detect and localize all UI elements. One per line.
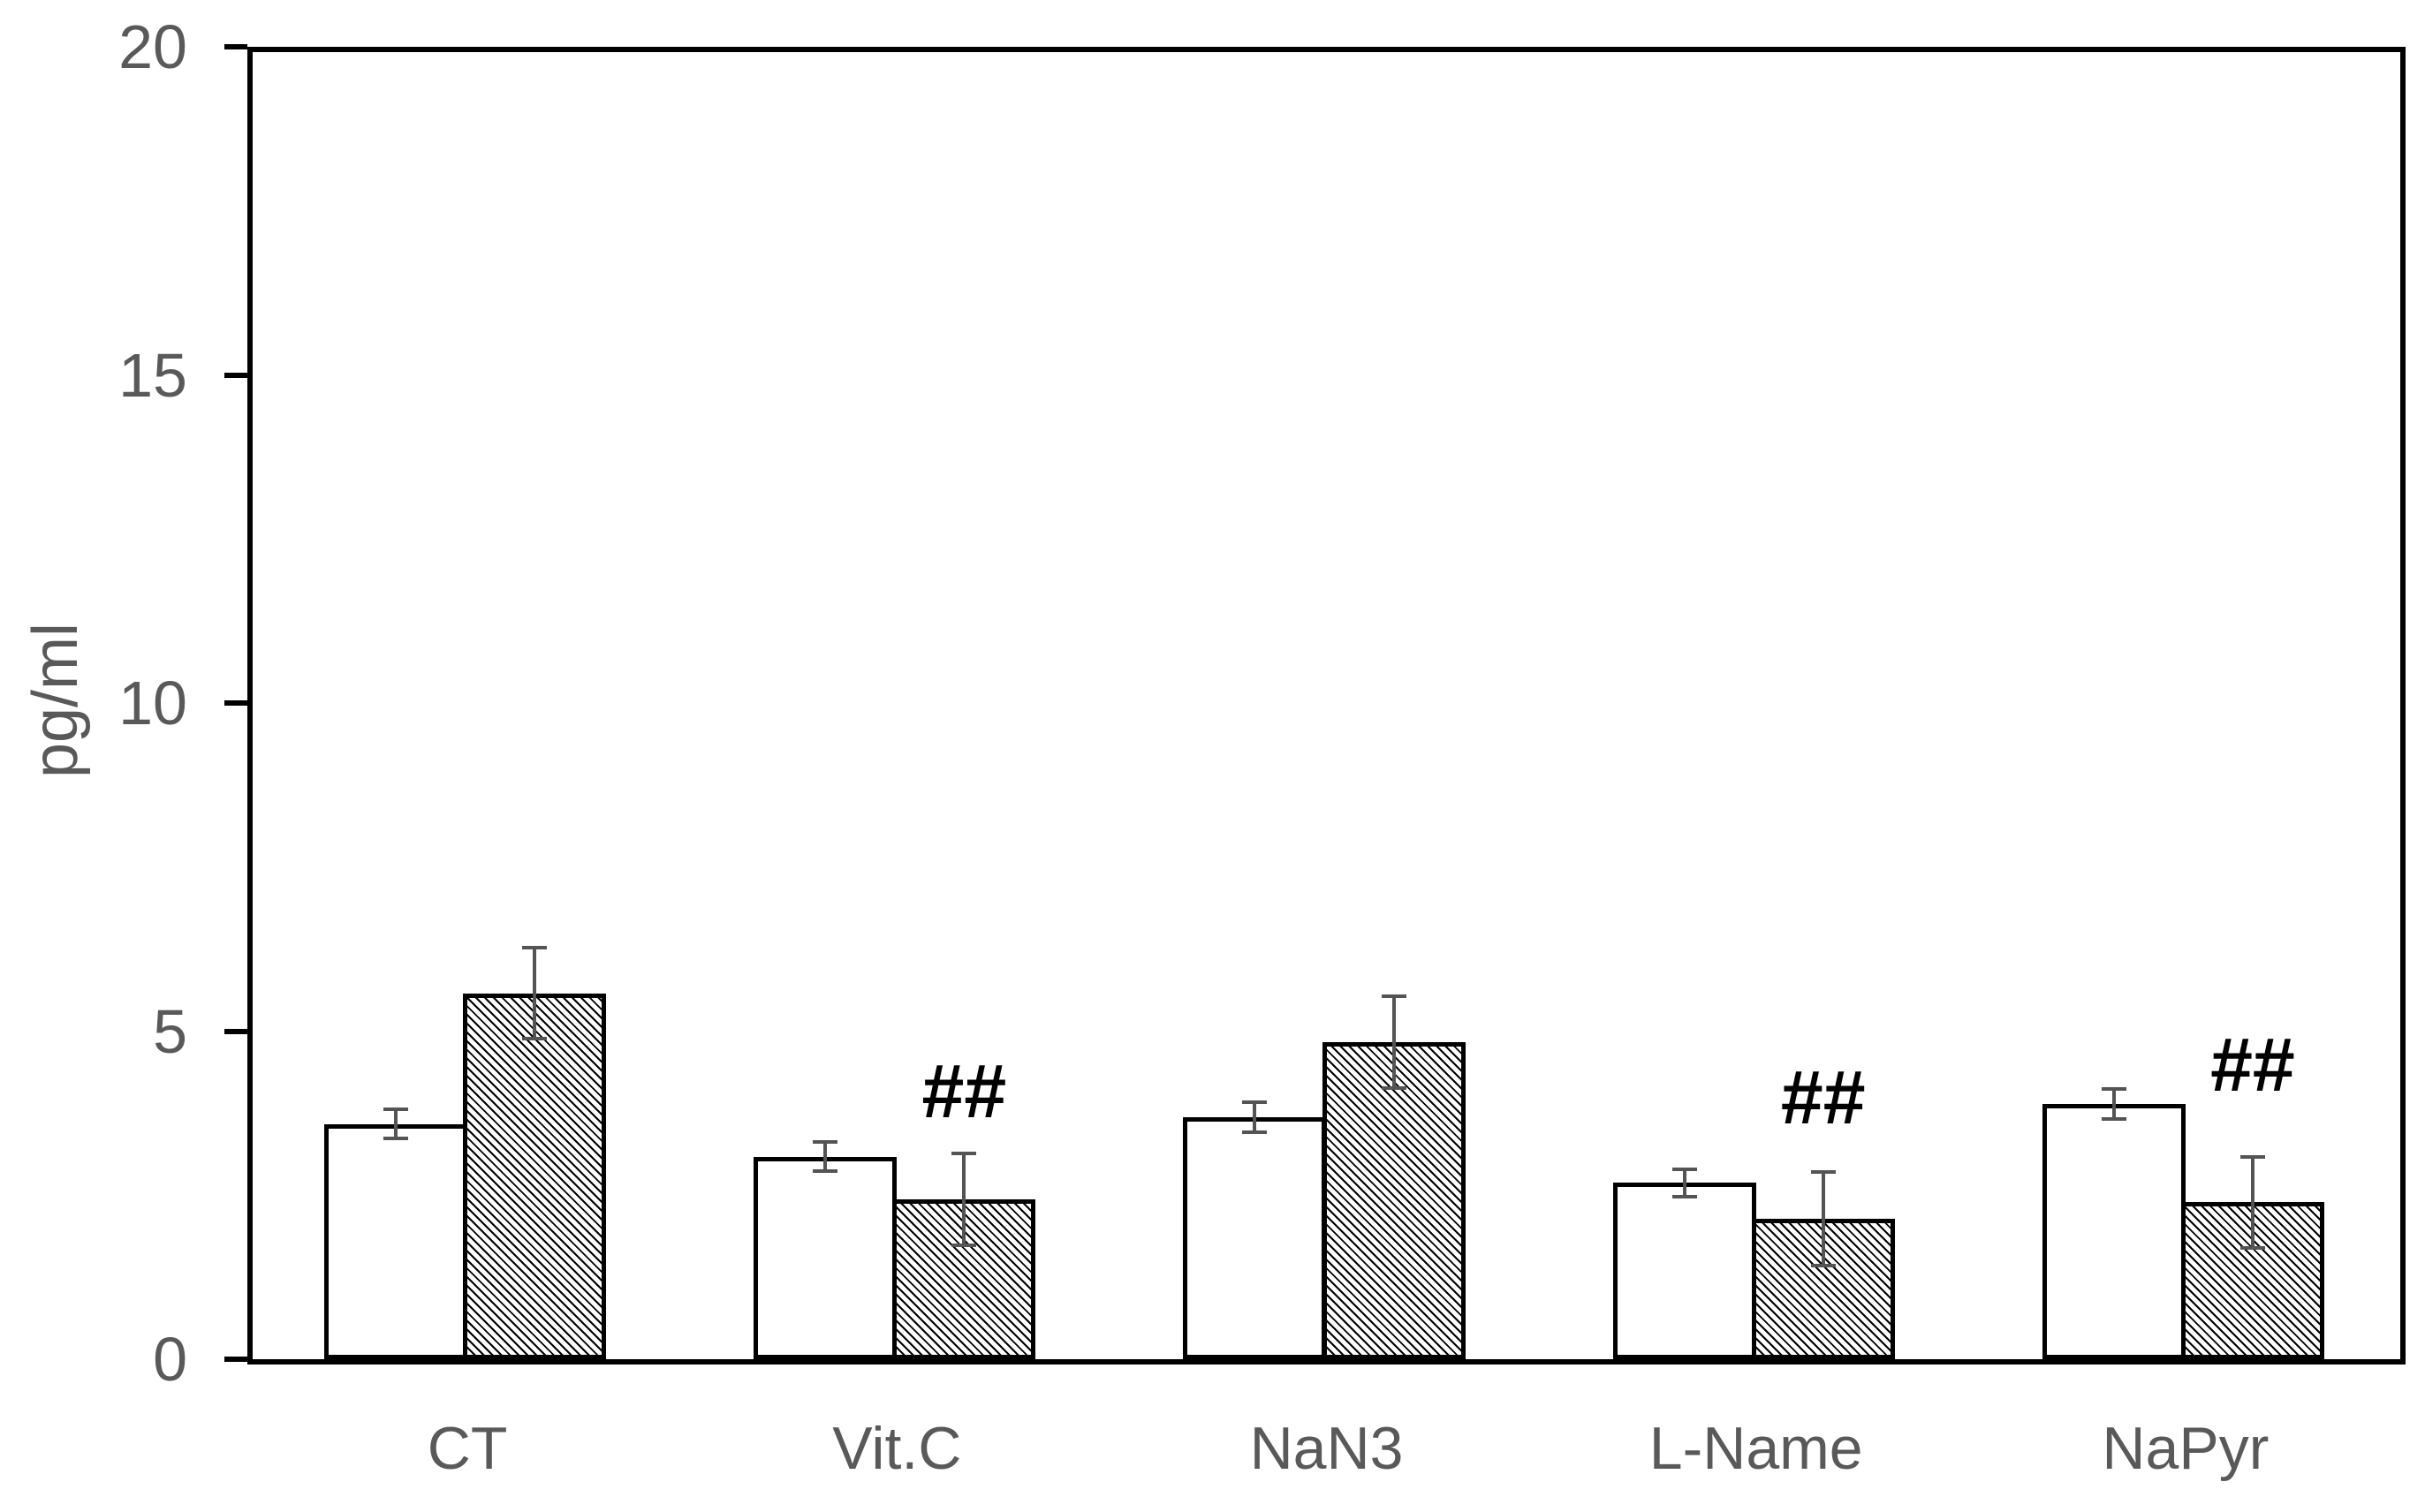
- error-bar-stem: [2250, 1156, 2254, 1249]
- error-bar-cap-bottom: [1242, 1130, 1268, 1135]
- error-bar-stem: [394, 1109, 398, 1138]
- bar-white-NaN3: [1183, 1117, 1327, 1359]
- y-tick-mark: [224, 44, 247, 49]
- significance-annotation-Vit.C: ##: [921, 1048, 1007, 1134]
- error-bar-stem: [2111, 1089, 2116, 1120]
- bar-white-Vit.C: [754, 1156, 898, 1359]
- error-bar-cap-top: [813, 1140, 838, 1145]
- bar-hatched-CT: [463, 993, 607, 1359]
- bar-white-CT: [324, 1123, 468, 1359]
- error-bar-cap-bottom: [813, 1168, 838, 1173]
- significance-annotation-NaPyr: ##: [2210, 1023, 2295, 1108]
- error-bar-cap-bottom: [1671, 1194, 1697, 1198]
- error-bar-cap-bottom: [2101, 1117, 2126, 1122]
- plot-area: [247, 47, 2406, 1365]
- error-bar-stem: [962, 1153, 966, 1245]
- error-bar-stem: [823, 1142, 828, 1171]
- bar-white-L-Name: [1612, 1183, 1756, 1359]
- bar-white-NaPyr: [2042, 1104, 2186, 1359]
- error-bar-cap-bottom: [1810, 1264, 1836, 1268]
- error-bar-cap-top: [1671, 1167, 1697, 1171]
- y-tick-label: 0: [153, 1325, 187, 1394]
- x-category-label-Vit.C: Vit.C: [832, 1415, 962, 1482]
- error-bar-cap-top: [383, 1108, 409, 1112]
- y-tick-mark: [224, 700, 247, 706]
- error-bar-cap-top: [2101, 1087, 2126, 1092]
- bar-hatched-NaN3: [1322, 1042, 1466, 1359]
- error-bar-stem: [1391, 996, 1396, 1088]
- x-category-label-NaN3: NaN3: [1249, 1415, 1404, 1482]
- error-bar-stem: [1821, 1171, 1825, 1266]
- error-bar-stem: [1253, 1102, 1257, 1133]
- error-bar-stem: [533, 947, 537, 1040]
- error-bar-cap-top: [1242, 1100, 1268, 1105]
- error-bar-cap-top: [2239, 1154, 2265, 1159]
- error-bar-cap-bottom: [1381, 1085, 1406, 1090]
- error-bar-stem: [1682, 1168, 1686, 1197]
- error-bar-cap-bottom: [383, 1136, 409, 1140]
- y-tick-label: 20: [118, 12, 187, 81]
- error-bar-cap-top: [1381, 994, 1406, 999]
- x-category-label-L-Name: L-Name: [1648, 1415, 1863, 1482]
- y-tick-mark: [224, 372, 247, 378]
- error-bar-cap-bottom: [2239, 1246, 2265, 1251]
- y-tick-label: 5: [153, 996, 187, 1066]
- x-category-label-NaPyr: NaPyr: [2102, 1415, 2270, 1482]
- y-tick-mark: [224, 1357, 247, 1362]
- y-tick-mark: [224, 1028, 247, 1034]
- error-bar-cap-bottom: [951, 1243, 977, 1247]
- error-bar-cap-top: [951, 1151, 977, 1155]
- x-category-label-CT: CT: [427, 1415, 508, 1482]
- y-tick-label: 10: [118, 669, 187, 737]
- y-tick-label: 15: [118, 340, 187, 410]
- error-bar-cap-bottom: [522, 1037, 548, 1041]
- error-bar-cap-top: [522, 945, 548, 949]
- error-bar-cap-top: [1810, 1169, 1836, 1174]
- significance-annotation-L-Name: ##: [1780, 1055, 1866, 1140]
